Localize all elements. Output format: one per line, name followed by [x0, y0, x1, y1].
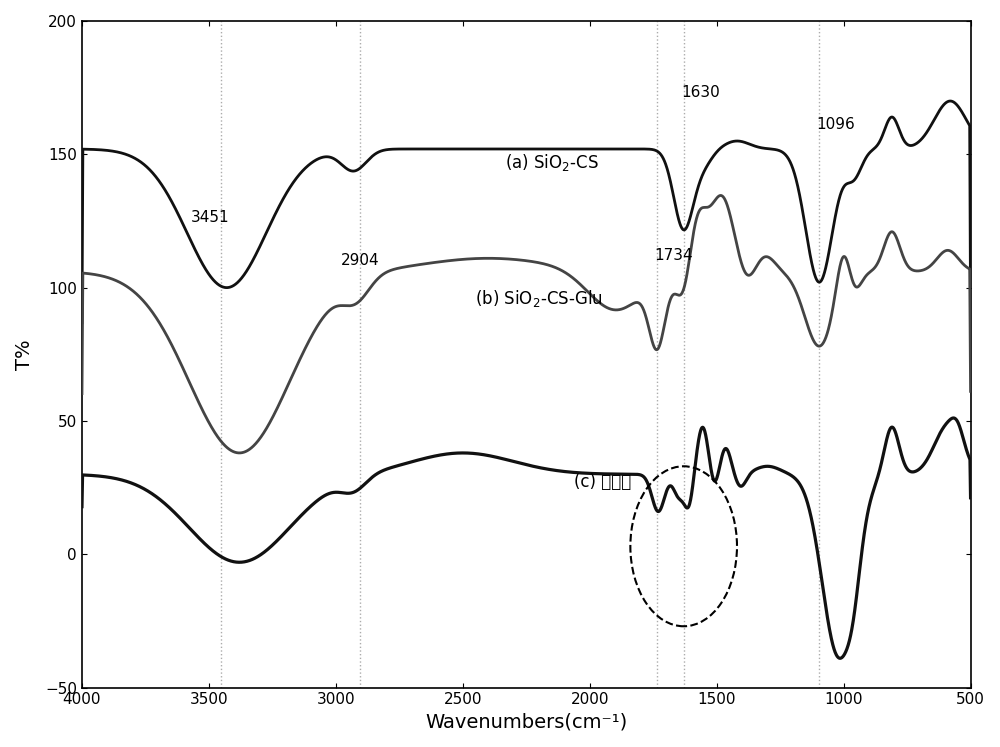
X-axis label: Wavenumbers(cm⁻¹): Wavenumbers(cm⁻¹)	[425, 713, 627, 732]
Text: (c) 吸附后: (c) 吸附后	[574, 474, 631, 492]
Text: 1096: 1096	[816, 117, 855, 132]
Text: (a) SiO$_2$-CS: (a) SiO$_2$-CS	[505, 152, 599, 173]
Text: (b) SiO$_2$-CS-Glu: (b) SiO$_2$-CS-Glu	[475, 288, 603, 309]
Text: 1734: 1734	[654, 248, 693, 263]
Text: 1630: 1630	[681, 85, 720, 100]
Y-axis label: T%: T%	[15, 339, 34, 370]
Text: 2904: 2904	[341, 253, 380, 268]
Text: 3451: 3451	[191, 211, 230, 226]
